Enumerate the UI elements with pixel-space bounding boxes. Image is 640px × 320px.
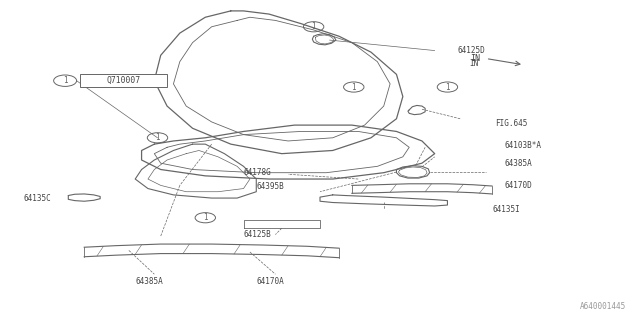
Text: 1: 1 [63, 76, 67, 85]
Text: 64135I: 64135I [492, 205, 520, 214]
Text: 64125D: 64125D [457, 46, 484, 55]
Text: 1: 1 [445, 83, 450, 92]
Text: IN: IN [470, 54, 481, 63]
Text: 1: 1 [203, 213, 207, 222]
Text: 64395B: 64395B [256, 182, 284, 191]
Text: 1: 1 [155, 133, 160, 142]
Text: 64135C: 64135C [24, 194, 51, 203]
Text: 1: 1 [351, 83, 356, 92]
Text: 64385A: 64385A [505, 159, 532, 168]
Text: 64170D: 64170D [505, 181, 532, 190]
Text: IN: IN [470, 59, 479, 68]
Text: 64103B*A: 64103B*A [505, 141, 542, 150]
Text: 64385A: 64385A [135, 277, 163, 286]
FancyBboxPatch shape [81, 74, 167, 87]
Text: 64125B: 64125B [244, 230, 271, 239]
Text: 1: 1 [311, 22, 316, 31]
Text: 64178G: 64178G [244, 168, 271, 177]
Text: 64170A: 64170A [256, 277, 284, 286]
Text: Q710007: Q710007 [107, 76, 141, 85]
Text: A640001445: A640001445 [580, 302, 626, 311]
Text: FIG.645: FIG.645 [495, 119, 527, 128]
